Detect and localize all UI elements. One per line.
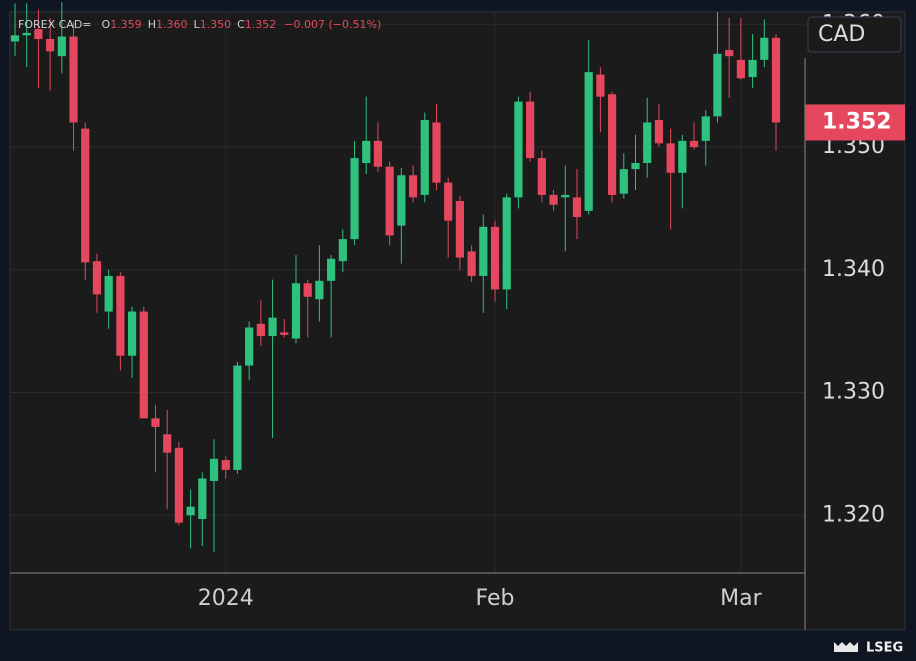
candle-body xyxy=(771,37,781,123)
candle-body xyxy=(397,175,406,226)
candle-body xyxy=(631,162,640,170)
legend-key: L xyxy=(193,18,200,31)
x-tick-label: Mar xyxy=(720,586,762,611)
candle-body xyxy=(643,122,652,163)
candle-body xyxy=(760,37,769,60)
candle-body xyxy=(350,158,359,240)
candle-body xyxy=(81,128,90,263)
ohlc-legend: FOREX CAD= O1.359 H1.360 L1.350 C1.352 −0.007… xyxy=(18,18,381,31)
y-tick-label: 1.320 xyxy=(822,502,885,527)
candle-body xyxy=(116,275,125,356)
candle-body xyxy=(373,140,383,167)
candles xyxy=(10,2,781,553)
chart-frame xyxy=(9,11,906,631)
candle-body xyxy=(338,239,347,262)
legend-value: 1.360 xyxy=(156,18,188,31)
candle-body xyxy=(22,32,31,36)
candle-body xyxy=(420,120,429,195)
candle-body xyxy=(268,317,277,337)
candle-body xyxy=(139,311,148,419)
logo-mark xyxy=(834,642,858,652)
candle-body xyxy=(455,201,464,258)
candle-body xyxy=(69,36,78,123)
legend-key: C xyxy=(237,18,245,31)
candle-body xyxy=(198,478,207,519)
candle-body xyxy=(327,258,336,281)
legend-change: −0.007 (−0.51%) xyxy=(284,18,381,31)
legend-value: 1.352 xyxy=(245,18,277,31)
candle-body xyxy=(151,418,160,427)
x-tick-label: 2024 xyxy=(198,586,254,611)
candle-body xyxy=(701,116,710,141)
candle-body xyxy=(549,194,558,205)
symbol: FOREX CAD= xyxy=(18,18,92,31)
candle-body xyxy=(584,72,593,211)
candle-body xyxy=(654,120,664,144)
candle-body xyxy=(245,327,254,366)
candle-body xyxy=(92,261,102,295)
candle-body xyxy=(233,365,242,470)
candle-body xyxy=(174,447,184,523)
currency-label[interactable]: CAD xyxy=(818,22,865,47)
candle-body xyxy=(514,101,523,198)
candle-body xyxy=(408,175,418,198)
candle-body xyxy=(666,143,675,173)
candle-body xyxy=(713,53,722,117)
currency-box[interactable] xyxy=(807,16,902,53)
candle-body xyxy=(127,311,137,356)
legend-value: 1.350 xyxy=(200,18,232,31)
candle-body xyxy=(221,460,230,470)
candle-body xyxy=(385,166,394,236)
candle-body xyxy=(596,74,605,97)
last-price-tag xyxy=(805,104,905,141)
candle-body xyxy=(163,434,172,453)
candle-body xyxy=(46,39,55,52)
logo-text: LSEG xyxy=(866,641,903,656)
legend-key: O xyxy=(102,18,111,31)
candle-body xyxy=(280,332,289,335)
candle-body xyxy=(467,251,476,276)
last-price-label: 1.352 xyxy=(822,109,892,134)
candle-body xyxy=(291,283,301,339)
candle-body xyxy=(444,182,453,221)
candle-body xyxy=(479,226,488,276)
candle-body xyxy=(186,506,195,516)
candle-body xyxy=(209,458,219,481)
logo-icon xyxy=(834,642,858,652)
candle-body xyxy=(619,169,628,194)
legend-value: 1.359 xyxy=(110,18,142,31)
candle-body xyxy=(607,94,617,195)
y-tick-label: 1.340 xyxy=(822,257,885,282)
candle-body xyxy=(526,101,535,159)
candle-body xyxy=(725,50,734,57)
candle-body xyxy=(502,197,511,290)
candle-body xyxy=(748,59,757,78)
candle-body xyxy=(561,194,570,198)
candle-body xyxy=(10,35,20,42)
candle-body xyxy=(490,226,500,290)
candle-body xyxy=(537,158,546,195)
candle-body xyxy=(256,323,265,337)
candle-body xyxy=(57,36,66,57)
candle-body xyxy=(572,197,582,218)
legend-key: H xyxy=(148,18,156,31)
candle-body xyxy=(34,29,43,40)
candle-body xyxy=(432,122,441,183)
candle-body xyxy=(736,59,745,79)
candle-body xyxy=(303,283,312,297)
candle-body xyxy=(678,140,687,173)
y-tick-label: 1.330 xyxy=(822,380,885,405)
x-tick-label: Feb xyxy=(476,586,515,611)
candle-body xyxy=(689,140,699,148)
candle-body xyxy=(104,275,113,312)
candle-body xyxy=(362,140,371,163)
candle-body xyxy=(315,280,324,300)
